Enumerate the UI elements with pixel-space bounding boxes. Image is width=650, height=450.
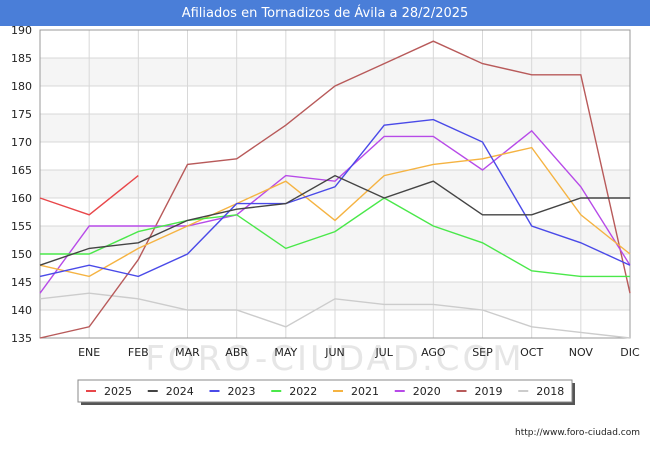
legend-label-2019: 2019 (475, 385, 503, 398)
legend-label-2018: 2018 (536, 385, 564, 398)
y-tick-label: 180 (11, 80, 32, 93)
legend-label-2020: 2020 (413, 385, 441, 398)
x-tick-label: NOV (569, 346, 594, 359)
y-tick-label: 175 (11, 108, 32, 121)
y-tick-label: 185 (11, 52, 32, 65)
y-tick-label: 155 (11, 220, 32, 233)
y-tick-label: 170 (11, 136, 32, 149)
series-line-2024 (39, 174, 630, 266)
series-line-2022 (40, 197, 630, 278)
grid-lines (39, 29, 631, 339)
y-tick-label: 140 (11, 304, 32, 317)
legend-label-2021: 2021 (351, 385, 379, 398)
x-tick-label: MAR (175, 346, 200, 359)
footer-url: http://www.foro-ciudad.com (515, 428, 640, 438)
x-tick-label: JUN (324, 346, 345, 359)
series-line-2021 (39, 146, 631, 278)
y-tick-label: 160 (11, 192, 32, 205)
x-axis-ticks: ENE FEB MAR ABR MAY JUN JUL AGO SEP OCT NOV DIC (78, 346, 640, 359)
series-line-2023 (39, 118, 631, 278)
chart-title: Afiliados en Tornadizos de Ávila a 28/2/… (0, 0, 650, 26)
series-line-2020 (39, 129, 631, 294)
y-tick-label: 190 (11, 24, 32, 37)
x-tick-label: AGO (421, 346, 446, 359)
series-line-2018 (39, 292, 631, 339)
y-tick-label: 165 (11, 164, 32, 177)
legend-label-2022: 2022 (289, 385, 317, 398)
x-tick-label: ABR (225, 346, 248, 359)
plot-frame (39, 29, 631, 339)
x-tick-label: DIC (620, 346, 640, 359)
x-tick-label: ENE (78, 346, 100, 359)
y-tick-label: 145 (11, 276, 32, 289)
legend-label-2024: 2024 (166, 385, 194, 398)
series-line-2019 (39, 40, 631, 339)
legend-box (77, 379, 573, 403)
x-tick-label: OCT (520, 346, 543, 359)
series-lines (39, 40, 631, 339)
y-tick-label: 150 (11, 248, 32, 261)
x-tick-label: MAY (274, 346, 297, 359)
legend-label-2025: 2025 (104, 385, 132, 398)
legend: 2025 2024 2023 2022 2021 2020 2019 2018 (77, 379, 575, 405)
series-line-2025 (39, 175, 139, 216)
x-tick-label: FEB (128, 346, 149, 359)
x-tick-label: SEP (472, 346, 493, 359)
legend-label-2023: 2023 (228, 385, 256, 398)
y-tick-label: 135 (11, 332, 32, 345)
watermark: FORO-CIUDAD.COM (145, 339, 524, 379)
y-axis-ticks: 135 140 145 150 155 160 165 170 175 180 185 190 (11, 24, 32, 345)
x-tick-label: JUL (374, 346, 393, 359)
